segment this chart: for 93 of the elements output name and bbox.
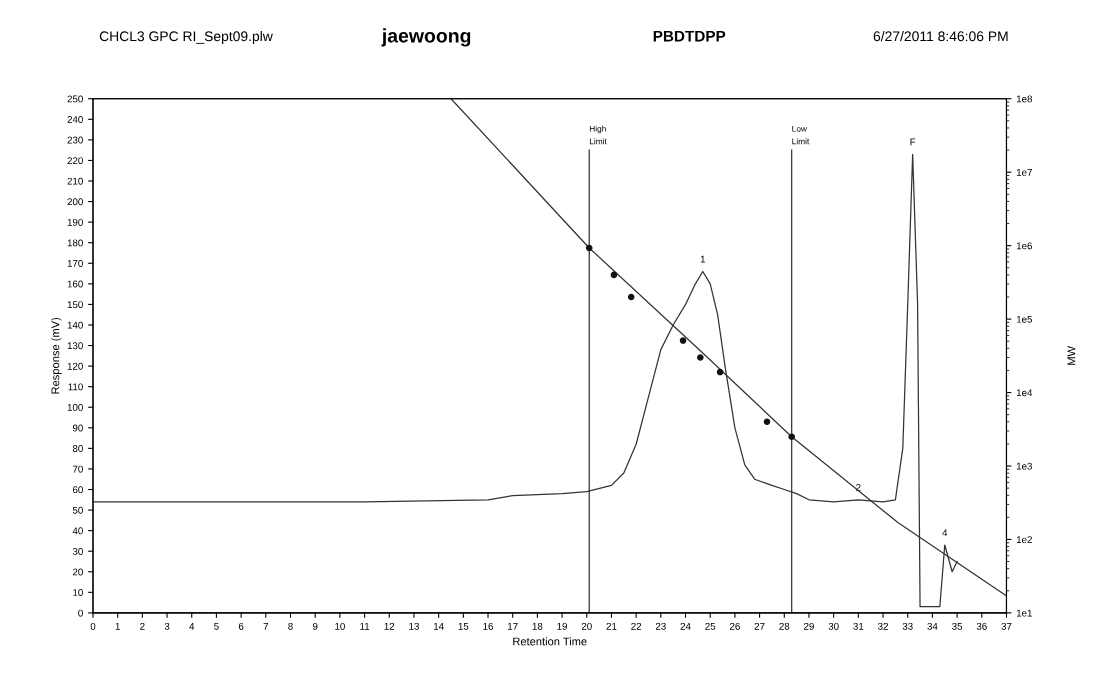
x-tick-label: 2 xyxy=(140,622,145,630)
x-tick-label: 31 xyxy=(853,622,864,630)
x-tick-label: 33 xyxy=(902,622,913,630)
x-tick-label: 23 xyxy=(655,622,666,630)
x-tick-label: 14 xyxy=(433,622,444,630)
x-tick-label: 4 xyxy=(189,622,195,630)
point xyxy=(763,418,771,426)
x-tick-label: 9 xyxy=(312,622,318,630)
x-axis-title: Retention Time xyxy=(513,637,587,646)
text: CHCL3 GPC RI_Sept09.plw xyxy=(99,30,273,44)
x-tick-label: 6 xyxy=(238,622,244,630)
x-tick-label: 16 xyxy=(483,622,493,630)
x-tick-label: 0 xyxy=(90,622,96,630)
x-tick-label: 8 xyxy=(288,622,293,630)
chart-title: PBDTDPP xyxy=(653,30,726,42)
y2-tick-label: 1e3 xyxy=(1016,462,1032,470)
x-tick-label: 18 xyxy=(532,622,543,630)
y-tick-label: 250 xyxy=(67,95,83,103)
y2-tick-label: 1e2 xyxy=(1016,536,1032,544)
y-tick-label: 100 xyxy=(67,403,83,411)
x-tick-label: 11 xyxy=(360,622,370,630)
x-tick-label: 25 xyxy=(705,622,716,630)
x-tick-label: 27 xyxy=(754,622,765,630)
y-axis-title: Response (mV) xyxy=(51,317,62,394)
y-tick-label: 230 xyxy=(67,136,83,144)
y-tick-label: 130 xyxy=(67,342,83,350)
y-tick-label: 0 xyxy=(78,609,83,617)
y2-tick-label: 1e7 xyxy=(1016,169,1032,176)
y-tick-label: 40 xyxy=(72,527,83,535)
point xyxy=(716,368,724,376)
annotation: 4 xyxy=(942,529,948,537)
x-tick-label: 21 xyxy=(606,622,617,630)
y-tick-label: 110 xyxy=(68,383,83,391)
x-tick-label: 34 xyxy=(927,622,938,630)
x-tick-label: 5 xyxy=(214,622,219,630)
y-tick-label: 160 xyxy=(67,280,83,288)
ref-line-label: High Limit xyxy=(589,125,607,145)
x-tick-label: 13 xyxy=(409,622,419,630)
y-tick-label: 60 xyxy=(72,486,83,494)
x-tick-label: 32 xyxy=(878,622,888,630)
x-tick-label: 28 xyxy=(779,622,790,630)
x-tick-label: 17 xyxy=(508,622,518,630)
text: 6/27/2011 8:46:06 PM xyxy=(873,30,1008,42)
x-tick-label: 29 xyxy=(804,622,814,630)
y-tick-label: 20 xyxy=(72,568,83,576)
y-tick-label: 190 xyxy=(67,218,83,226)
y-tick-label: 80 xyxy=(72,445,83,452)
x-tick-label: 36 xyxy=(976,622,987,630)
y2-tick-label: 1e6 xyxy=(1016,242,1032,250)
y-tick-label: 210 xyxy=(67,177,83,185)
x-tick-label: 10 xyxy=(335,622,345,630)
y2-tick-label: 1e1 xyxy=(1016,609,1032,617)
y-tick-label: 220 xyxy=(67,157,83,165)
y-tick-label: 150 xyxy=(67,301,83,309)
annotation: 2 xyxy=(856,484,861,491)
text: jaewoong xyxy=(381,28,471,47)
x-tick-label: 22 xyxy=(631,622,642,630)
x-tick-label: 20 xyxy=(581,622,592,630)
y-tick-label: 30 xyxy=(72,547,83,555)
y-tick-label: 50 xyxy=(72,506,83,514)
y-tick-label: 200 xyxy=(67,198,83,206)
ref-line-label: Low Limit xyxy=(792,125,810,145)
x-tick-label: 26 xyxy=(729,622,740,630)
x-tick-label: 1 xyxy=(115,622,120,630)
x-tick-label: 3 xyxy=(164,622,170,630)
x-tick-label: 30 xyxy=(828,622,839,630)
point xyxy=(610,271,618,279)
y2-axis-title: MW xyxy=(1067,345,1076,365)
x-tick-label: 7 xyxy=(263,622,269,630)
x-tick-label: 15 xyxy=(458,622,469,630)
x-tick-label: 37 xyxy=(1001,622,1012,630)
y-tick-label: 170 xyxy=(67,260,83,267)
y-tick-label: 90 xyxy=(72,424,83,432)
y-tick-label: 140 xyxy=(67,321,83,329)
x-tick-label: 35 xyxy=(952,622,963,630)
x-tick-label: 19 xyxy=(557,622,568,630)
y-tick-label: 240 xyxy=(67,116,83,123)
y-tick-label: 10 xyxy=(73,589,83,596)
point xyxy=(697,354,704,361)
point xyxy=(627,293,635,301)
y-tick-label: 70 xyxy=(72,465,83,473)
y2-tick-label: 1e8 xyxy=(1016,95,1032,103)
point xyxy=(679,337,687,344)
y2-tick-label: 1e4 xyxy=(1016,389,1033,397)
annotation: 1 xyxy=(700,255,706,263)
point xyxy=(788,433,795,441)
y-tick-label: 120 xyxy=(67,362,83,370)
point xyxy=(585,244,593,252)
annotation: F xyxy=(910,138,916,146)
y2-tick-label: 1e5 xyxy=(1016,315,1033,323)
y-tick-label: 180 xyxy=(67,239,83,247)
x-tick-label: 24 xyxy=(680,622,691,630)
x-tick-label: 12 xyxy=(384,622,395,630)
